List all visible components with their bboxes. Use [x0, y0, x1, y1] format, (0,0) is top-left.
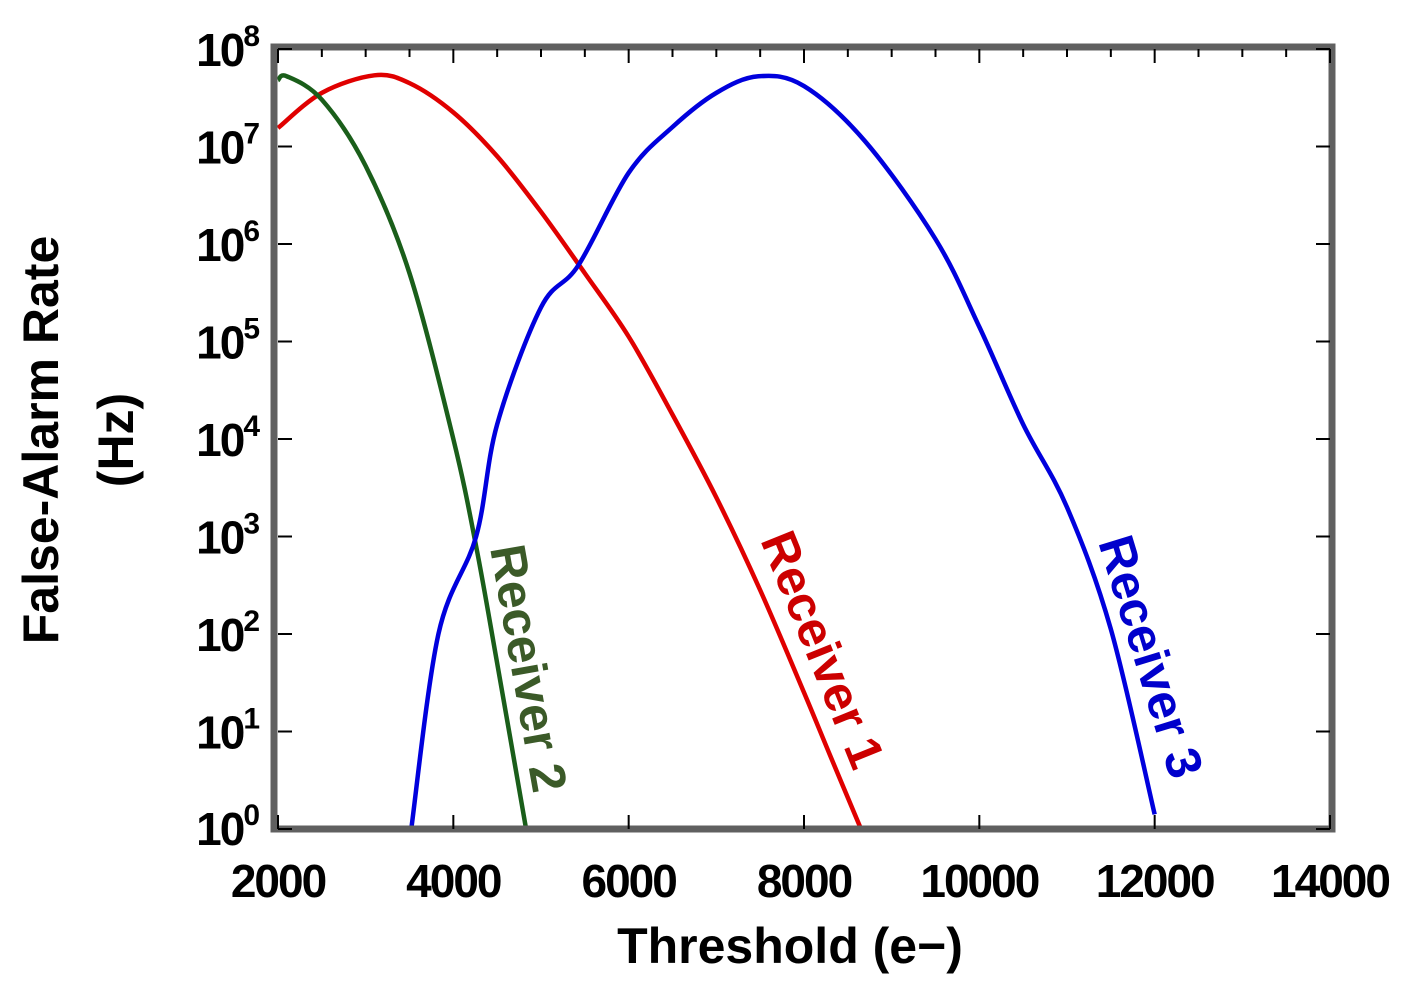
y-tick-exponent: 2: [243, 605, 259, 638]
series-line-receiver-2: [276, 73, 529, 830]
x-tick-labels: 2000 4000 6000 8000 10000 12000 14000: [231, 855, 1392, 907]
y-tick-label: 100: [196, 799, 259, 855]
x-tick-label: 12000: [1096, 855, 1214, 907]
y-tick-exponent: 3: [243, 508, 259, 541]
y-tick-exponent: 8: [243, 20, 259, 53]
series-line-receiver-1: [276, 72, 864, 830]
y-tick-base: 10: [196, 512, 244, 564]
y-axis-title: False-Alarm Rate (Hz): [13, 236, 144, 645]
y-tick-label: 102: [196, 605, 259, 661]
ticks: [277, 48, 1331, 830]
y-tick-base: 10: [196, 707, 244, 759]
y-tick-base: 10: [196, 414, 244, 466]
x-tick-label: 6000: [581, 855, 676, 907]
y-tick-label: 105: [196, 313, 259, 369]
y-tick-exponent: 0: [243, 799, 259, 832]
y-tick-label: 106: [196, 215, 259, 271]
y-tick-exponent: 7: [243, 118, 259, 151]
y-tick-label: 103: [196, 508, 259, 564]
series-line-receiver-3: [409, 73, 1157, 830]
y-tick-label: 108: [196, 20, 259, 76]
x-tick-label: 10000: [920, 855, 1038, 907]
y-tick-exponent: 1: [243, 703, 259, 736]
curve-label-receiver-2: Receiver 2: [479, 540, 578, 796]
y-axis-title-line1: False-Alarm Rate: [13, 236, 69, 645]
curves: [276, 72, 1157, 830]
y-tick-base: 10: [196, 609, 244, 661]
x-tick-label: 2000: [231, 855, 326, 907]
y-tick-base: 10: [196, 219, 244, 271]
x-tick-label: 14000: [1271, 855, 1389, 907]
curve-label-receiver-3: Receiver 3: [1087, 529, 1214, 785]
x-axis-title: Threshold (e−): [617, 918, 963, 974]
y-tick-label: 101: [196, 703, 259, 759]
x-tick-label: 4000: [406, 855, 501, 907]
y-tick-exponent: 4: [243, 410, 260, 443]
y-tick-base: 10: [196, 24, 244, 76]
x-tick-label: 8000: [757, 855, 852, 907]
y-tick-label: 104: [196, 410, 260, 466]
y-tick-label: 107: [196, 118, 259, 174]
y-tick-exponent: 5: [243, 313, 259, 346]
y-tick-base: 10: [196, 803, 244, 855]
y-tick-base: 10: [196, 317, 244, 369]
y-axis-title-line2: (Hz): [88, 393, 144, 487]
y-tick-exponent: 6: [243, 215, 259, 248]
y-tick-base: 10: [196, 122, 244, 174]
